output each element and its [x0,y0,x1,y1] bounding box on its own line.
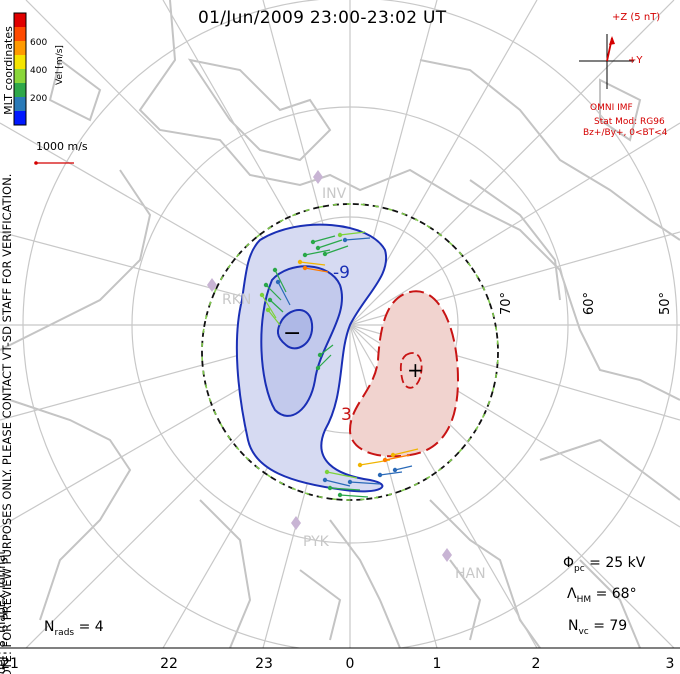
mlt-tick-2: 2 [531,656,541,672]
min-potential-label: -9 [333,263,350,283]
imf-model: Stat Mod: RG96 [594,117,665,127]
positive-potential-cell: + 3 [341,290,460,458]
colorbar-title: Vel [m/s] [54,45,65,85]
vector-count: Nvc = 79 [568,618,628,637]
map-title: 01/Jun/2009 23:00-23:02 UT [198,8,447,28]
negative-potential-cell: − -9 [235,223,388,493]
station-markers [207,170,452,562]
mlt-tick-3: 3 [665,656,675,672]
colorbar-tick-400: 400 [30,66,48,76]
velocity-colorbar [13,12,27,126]
velocity-scale-label: 1000 m/s [36,140,88,153]
colorbar-tick-200: 200 [30,94,48,104]
mlt-tick-0: 0 [345,656,355,672]
cross-polar-cap-potential: Φpc = 25 kV [563,555,646,574]
station-label-inv: INV [322,186,347,202]
imf-z-label: +Z (5 nT) [612,12,661,23]
imf-y-label: +Y [628,55,643,66]
station-label-pyk: PYK [303,534,329,550]
heppner-maynard-latitude: ΛHM = 68° [567,586,637,605]
mlt-tick-1: 1 [432,656,442,672]
velocity-vectors [259,231,419,498]
latitude-label-70: 70° [499,291,515,316]
latitude-label-60: 60° [582,291,598,316]
latitude-label-50: 50° [658,291,674,316]
colorbar-tick-600: 600 [30,38,48,48]
station-label-han: HAN [455,566,486,582]
imf-source: OMNI IMF [590,103,633,113]
imf-clock-dial [579,34,634,89]
svg-text:−: − [283,321,301,346]
coastlines [0,0,680,648]
svg-text:+: + [407,358,424,382]
mlt-tick-23: 23 [255,656,273,672]
max-potential-label: 3 [341,405,352,425]
nrads-stat: Nrads = 4 [44,619,104,638]
station-label-rkn: RKN [222,292,252,308]
mlt-tick-22: 22 [160,656,178,672]
imf-condition: Bz+/By+, 0<BT<4 [583,128,668,138]
mlt-tick-21: 21 [1,656,19,672]
fit-order-label: FitOrder: 8, mapEX format [0,550,8,674]
